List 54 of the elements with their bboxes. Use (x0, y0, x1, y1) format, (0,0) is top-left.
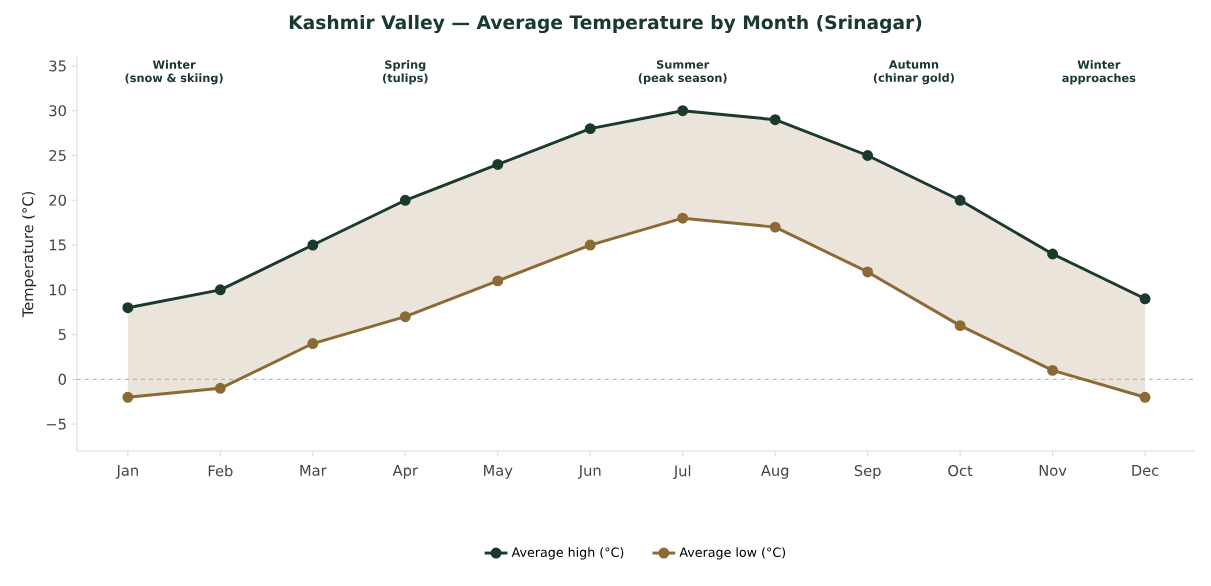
x-tick-label: May (484, 465, 513, 479)
x-tick-label: Jan (115, 465, 138, 479)
y-tick-label: 5 (58, 329, 66, 341)
y-tick-label: 0 (58, 373, 66, 385)
point (584, 123, 596, 135)
point (954, 194, 966, 206)
x-tick-label: Oct (948, 465, 973, 477)
annotation: Winter (snow & skiing) (125, 60, 223, 85)
point (862, 266, 874, 278)
point (399, 311, 411, 323)
x-tick-label: Feb (208, 465, 233, 477)
legend-label: Average high (°C) (511, 547, 624, 560)
point (677, 105, 689, 117)
x-tick-label: Mar (300, 465, 327, 476)
point (584, 239, 596, 251)
legend-label: Average low (°C) (679, 547, 786, 560)
point (1047, 364, 1059, 376)
y-tick-label: −5 (46, 418, 66, 430)
y-tick-label: 35 (49, 60, 66, 72)
point (1047, 248, 1059, 260)
x-tick-label: Aug (760, 465, 789, 479)
point (122, 391, 134, 403)
point (307, 239, 319, 251)
point (492, 158, 504, 170)
y-tick-label: 10 (49, 284, 66, 296)
annotation: Spring (tulips) (383, 60, 428, 85)
point (214, 382, 226, 394)
point (769, 221, 781, 233)
point (1139, 391, 1151, 403)
x-tick-label: Sep (854, 465, 881, 479)
y-tick-label: 20 (49, 194, 66, 206)
annotation: Winter approaches (1062, 60, 1136, 85)
point (769, 114, 781, 126)
point (954, 320, 966, 332)
x-tick-label: Jun (578, 465, 601, 479)
x-tick-label: Jul (673, 465, 691, 480)
point (122, 302, 134, 314)
x-tick-label: Apr (392, 465, 418, 479)
x-tick-label: Dec (1132, 465, 1159, 476)
annotation: Autumn (chinar gold) (873, 60, 954, 85)
point (399, 194, 411, 206)
point (862, 150, 874, 161)
chart-title: Kashmir Valley — Average Temperature by Month (Srinagar) (289, 14, 922, 34)
y-tick-label: 15 (49, 239, 66, 251)
point (307, 338, 319, 350)
x-tick-label: Nov (1039, 465, 1067, 476)
point (492, 275, 504, 287)
y-tick-label: 30 (49, 105, 66, 117)
point (1139, 293, 1151, 305)
point (214, 284, 226, 296)
y-tick-label: 25 (49, 149, 66, 162)
point (677, 212, 689, 224)
annotation: Summer (peak season) (638, 60, 727, 85)
y-axis-title: Temperature (°C) (22, 191, 37, 318)
